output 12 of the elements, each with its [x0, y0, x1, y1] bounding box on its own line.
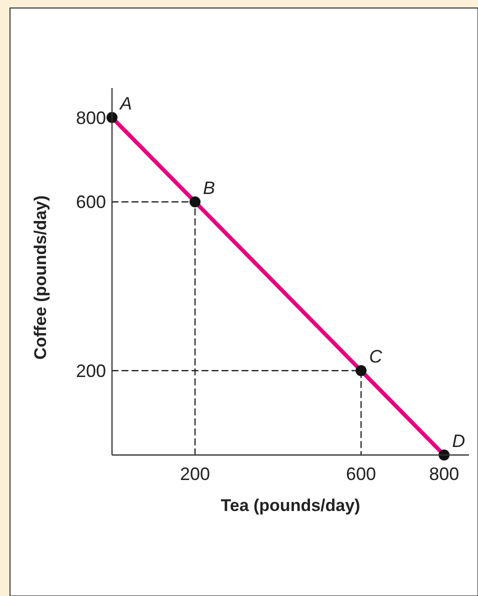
y-tick-label: 800 — [76, 108, 106, 128]
annotation: D — [452, 431, 466, 451]
y-axis-title: Coffee (pounds/day) — [31, 195, 50, 360]
x-axis-title: Tea (pounds/day) — [220, 496, 360, 515]
x-tick-label: 800 — [429, 464, 460, 484]
y-tick-label: 600 — [76, 192, 106, 212]
y-tick-label: 200 — [76, 360, 106, 381]
annotation: B — [203, 178, 216, 198]
annotation: A — [119, 94, 132, 114]
x-tick-label: 600 — [346, 464, 376, 484]
annotation: C — [369, 346, 384, 367]
x-tick-label: 200 — [180, 464, 210, 484]
